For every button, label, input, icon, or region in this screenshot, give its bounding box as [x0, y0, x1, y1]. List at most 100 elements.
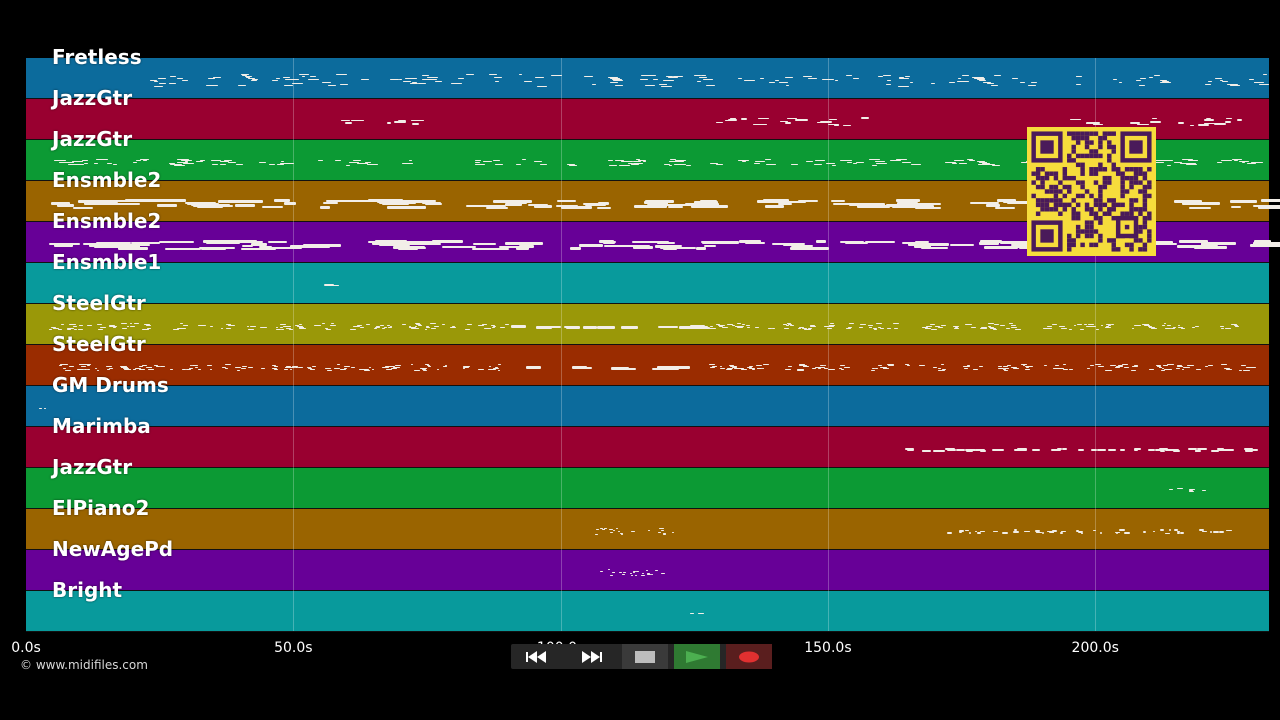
note-mark — [868, 159, 880, 161]
note-mark — [73, 206, 94, 210]
note-mark — [1177, 532, 1180, 534]
note-mark — [54, 160, 66, 162]
note-mark — [1239, 161, 1249, 163]
note-mark — [1031, 82, 1037, 84]
note-mark — [630, 530, 635, 532]
track-separator — [26, 344, 1269, 345]
note-mark — [1021, 162, 1033, 164]
note-mark — [1162, 160, 1169, 162]
note-mark — [622, 572, 626, 574]
note-mark — [739, 240, 762, 243]
note-mark — [1116, 366, 1123, 368]
note-mark — [1254, 81, 1259, 83]
note-mark — [111, 325, 115, 327]
note-mark — [414, 326, 417, 327]
note-mark — [695, 247, 706, 250]
note-mark — [941, 368, 946, 370]
note-mark — [730, 117, 736, 120]
note-mark — [181, 368, 186, 370]
note-mark — [268, 240, 287, 244]
note-mark — [931, 83, 936, 85]
note-mark — [1176, 366, 1183, 368]
note-mark — [822, 78, 833, 80]
note-mark — [635, 159, 641, 161]
record-button[interactable] — [726, 644, 772, 669]
note-mark — [179, 323, 184, 325]
note-mark — [350, 328, 357, 330]
note-mark — [1188, 491, 1194, 493]
note-mark — [69, 366, 75, 368]
note-mark — [888, 364, 895, 366]
note-mark — [725, 369, 733, 371]
note-mark — [1197, 124, 1209, 126]
note-mark — [426, 325, 430, 327]
note-mark — [907, 243, 930, 246]
rewind-button[interactable] — [515, 644, 561, 669]
note-mark — [297, 367, 303, 369]
note-mark — [905, 448, 914, 451]
note-mark — [311, 365, 316, 367]
note-mark — [406, 77, 417, 79]
note-mark — [977, 163, 987, 165]
note-mark — [227, 325, 235, 327]
note-mark — [1172, 327, 1176, 329]
note-mark — [981, 326, 987, 328]
play-button[interactable] — [674, 644, 720, 669]
note-mark — [975, 449, 983, 452]
note-mark — [620, 533, 624, 535]
note-mark — [555, 204, 578, 208]
note-mark — [488, 74, 498, 76]
note-mark — [1225, 328, 1231, 330]
note-mark — [1047, 327, 1053, 329]
note-mark — [784, 76, 794, 78]
note-mark — [994, 206, 1015, 210]
note-mark — [915, 240, 929, 243]
note-mark — [595, 528, 600, 530]
note-mark — [968, 159, 975, 161]
note-mark — [1209, 531, 1213, 533]
note-mark — [426, 365, 430, 367]
note-mark — [1093, 529, 1096, 532]
note-mark — [1163, 368, 1166, 370]
note-mark — [1201, 489, 1207, 491]
note-mark — [977, 532, 982, 534]
fast-forward-button[interactable] — [569, 644, 615, 669]
track-separator — [26, 98, 1269, 99]
note-mark — [421, 368, 427, 370]
note-mark — [1061, 327, 1067, 329]
note-mark — [120, 323, 127, 325]
note-mark — [1189, 490, 1194, 492]
note-mark — [779, 200, 806, 204]
note-mark — [475, 160, 482, 162]
note-mark — [207, 78, 215, 80]
note-mark — [1069, 368, 1073, 370]
note-mark — [754, 161, 766, 163]
note-mark — [271, 364, 276, 366]
note-mark — [83, 162, 89, 164]
note-mark — [733, 367, 740, 369]
note-mark — [874, 160, 885, 162]
note-mark — [1253, 242, 1279, 245]
note-mark — [738, 368, 745, 370]
stop-button[interactable] — [622, 644, 668, 669]
note-mark — [144, 324, 151, 326]
note-mark — [416, 324, 422, 326]
note-mark — [182, 160, 193, 162]
note-mark — [790, 324, 794, 326]
note-mark — [846, 327, 852, 329]
note-mark — [753, 123, 768, 126]
note-mark — [122, 367, 130, 369]
note-mark — [659, 246, 696, 250]
note-mark — [339, 369, 347, 371]
note-mark — [389, 366, 396, 368]
note-mark — [1008, 323, 1014, 325]
note-mark — [1086, 122, 1101, 124]
note-mark — [621, 160, 633, 162]
note-mark — [608, 164, 618, 166]
note-mark — [133, 369, 137, 371]
track-label: Bright — [52, 578, 123, 602]
note-mark — [1076, 324, 1083, 326]
track-row — [26, 58, 1269, 98]
note-mark — [259, 161, 266, 163]
note-mark — [1160, 80, 1168, 82]
